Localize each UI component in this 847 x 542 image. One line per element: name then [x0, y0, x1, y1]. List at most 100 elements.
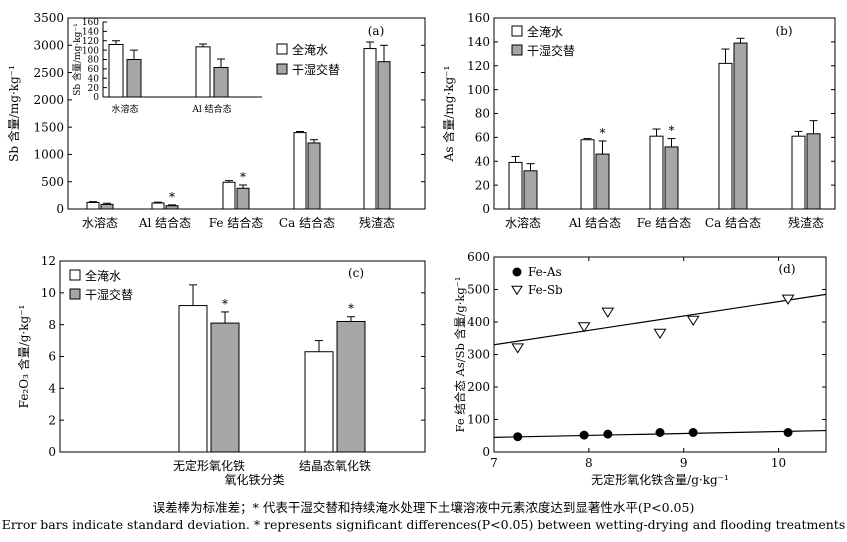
x-axis-label-c: 氧化铁分类	[224, 473, 284, 487]
bar-a-s1-c0	[100, 203, 114, 210]
bar-a-s0-c1	[151, 202, 165, 210]
bar-b-s0-c1	[580, 139, 595, 210]
category-label: 无定形氧化铁	[173, 458, 245, 473]
y-tick-label: 0	[48, 445, 56, 459]
significance-mark: *	[169, 190, 175, 204]
y-tick-label: 160	[82, 18, 99, 28]
point-fe-as	[655, 428, 665, 437]
legend-b-s1-swatch	[511, 44, 523, 56]
legend-c-s1-swatch	[69, 288, 81, 300]
fit-line-fe-sb	[493, 293, 827, 346]
y-tick-label: 500	[41, 175, 64, 189]
category-label: Ca 结合态	[705, 215, 761, 230]
x-tick-label: 7	[490, 456, 498, 470]
bar-c-s0-c1	[304, 351, 334, 453]
y-axis-label-b: As 含量/mg·kg⁻¹	[441, 66, 456, 163]
y-tick-label: 120	[467, 59, 490, 73]
bar-a-s1-c1	[165, 205, 179, 210]
legend-a-s1-text: 干湿交替	[292, 62, 340, 77]
bar-b-s0-c3	[718, 62, 733, 210]
caption-zh: 误差棒为标准差；* 代表干湿交替和持续淹水处理下土壤溶液中元素浓度达到显著性水平…	[152, 500, 695, 515]
point-fe-sb	[511, 343, 525, 354]
y-tick-label: 80	[88, 56, 100, 66]
y-tick-label: 2	[48, 413, 56, 427]
y-tick-label: 160	[467, 11, 490, 25]
category-label: Al 结合态	[568, 215, 621, 230]
y-tick-label: 40	[475, 154, 490, 168]
y-tick-label: 140	[82, 28, 99, 38]
significance-mark: *	[600, 126, 606, 140]
legend-c-s1-text: 干湿交替	[85, 287, 133, 302]
y-axis-label-ai: Sb 含量/mg·kg⁻¹	[71, 23, 83, 96]
legend-a-s0-swatch	[276, 43, 288, 55]
bar-b-s0-c2	[649, 135, 664, 210]
bar-ai-s0-c1	[195, 46, 211, 98]
y-tick-label: 0	[482, 202, 490, 216]
y-tick-label: 80	[475, 107, 490, 121]
x-axis-label-d: 无定形氧化铁含量/g·kg⁻¹	[591, 472, 729, 487]
y-axis-label-c: Fe₂O₃ 含量/g·kg⁻¹	[16, 305, 31, 409]
y-tick-label: 0	[482, 445, 490, 459]
panel-label-b: (b)	[775, 24, 792, 38]
y-tick-label: 100	[467, 413, 490, 427]
significance-mark: *	[348, 302, 354, 316]
point-fe-as	[513, 432, 523, 442]
x-tick-label: 10	[771, 456, 786, 470]
bar-a-s1-c3	[307, 142, 321, 210]
bar-a-s0-c4	[363, 48, 377, 210]
legend-a-s1-swatch	[276, 63, 288, 75]
category-label: 水溶态	[111, 103, 138, 115]
point-fe-as	[579, 430, 589, 440]
y-axis-label-d: Fe 结合态 As/Sb 含量/g·kg⁻¹	[453, 277, 467, 433]
category-label: 水溶态	[505, 215, 541, 230]
y-tick-label: 0	[56, 202, 64, 216]
panel-label-c: (c)	[348, 266, 364, 280]
significance-mark: *	[240, 170, 246, 184]
bar-a-s1-c4	[377, 61, 391, 210]
y-tick-label: 400	[467, 315, 490, 329]
category-label: Fe 结合态	[209, 215, 264, 230]
bar-b-s1-c0	[523, 170, 538, 210]
y-tick-label: 300	[467, 348, 490, 362]
y-tick-label: 100	[467, 83, 490, 97]
legend-b-s0-swatch	[511, 25, 523, 37]
y-tick-label: 600	[467, 250, 490, 264]
y-tick-label: 200	[467, 380, 490, 394]
bar-b-s0-c0	[508, 161, 523, 210]
legend-d-s1-text: Fe-Sb	[528, 283, 563, 297]
bar-a-s0-c0	[86, 201, 100, 210]
y-tick-label: 3500	[33, 11, 64, 25]
x-tick-label: 9	[680, 456, 688, 470]
bar-c-s1-c1	[336, 320, 366, 453]
y-tick-label: 8	[48, 318, 56, 332]
y-tick-label: 1500	[33, 120, 64, 134]
y-tick-label: 3000	[33, 38, 64, 52]
y-tick-label: 40	[88, 74, 100, 84]
legend-d-s0-marker	[512, 267, 522, 277]
bar-b-s0-c4	[791, 135, 806, 210]
point-fe-sb	[653, 328, 667, 339]
y-tick-label: 0	[93, 93, 99, 103]
bar-a-s0-c3	[293, 132, 307, 210]
y-tick-label: 120	[82, 37, 99, 47]
point-fe-sb	[601, 307, 615, 318]
y-tick-label: 12	[41, 254, 56, 268]
point-fe-as	[688, 428, 698, 437]
category-label: 结晶态氧化铁	[299, 459, 371, 473]
legend-d-s1-marker	[511, 285, 523, 296]
point-fe-as	[603, 429, 613, 439]
bar-ai-s1-c0	[126, 59, 142, 98]
y-tick-label: 2500	[33, 66, 64, 80]
y-tick-label: 2000	[33, 93, 64, 107]
bar-a-s1-c2	[236, 187, 250, 210]
category-label: Ca 结合态	[279, 215, 335, 230]
category-label: 水溶态	[82, 215, 118, 230]
category-label: 残渣态	[359, 216, 395, 230]
significance-mark: *	[222, 297, 228, 311]
y-tick-label: 4	[48, 382, 56, 396]
legend-c-s0-swatch	[69, 269, 81, 281]
category-label: 残渣态	[788, 216, 824, 230]
x-tick-label: 8	[585, 456, 593, 470]
bar-ai-s0-c0	[108, 44, 124, 98]
y-tick-label: 100	[82, 46, 99, 56]
